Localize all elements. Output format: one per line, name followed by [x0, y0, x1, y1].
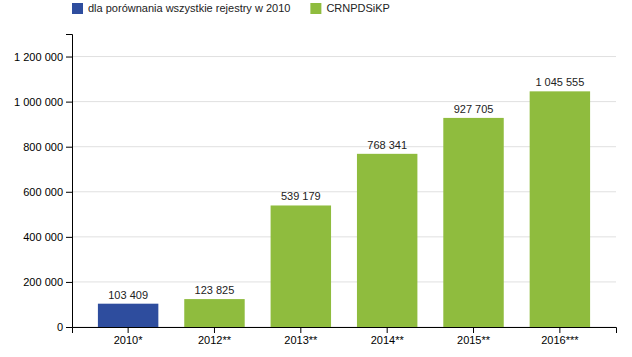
y-tick-label: 0 — [57, 321, 63, 333]
x-tick-mark — [300, 327, 301, 333]
legend-item: dla porównania wszystkie rejestry w 2010 — [72, 2, 290, 14]
y-tick: 1 000 000 — [14, 96, 72, 108]
x-tick-mark — [473, 327, 474, 333]
y-tick-label: 600 000 — [23, 186, 63, 198]
bar — [184, 299, 244, 327]
grid — [72, 57, 616, 327]
y-tick: 400 000 — [23, 231, 72, 243]
x-tick-label: 2015** — [457, 334, 491, 346]
x-tick-mark — [214, 327, 215, 333]
bar — [443, 118, 503, 327]
y-tick-mark — [66, 102, 72, 103]
x-tick-mark — [559, 327, 560, 333]
data-labels: 103 409 123 825 539 179 768 341 927 705 1 045… — [108, 76, 584, 300]
x-tick-mark — [128, 327, 129, 333]
x-axis: 2010* 2012** 2013** 2014** 2015** 2016*** — [73, 327, 617, 346]
x-tick: 2014** — [371, 327, 405, 346]
data-label: 103 409 — [108, 289, 148, 301]
y-tick-mark — [66, 282, 72, 283]
x-tick: 2013** — [284, 327, 318, 346]
y-tick-mark — [66, 327, 72, 328]
legend-swatch — [72, 3, 83, 14]
data-label: 927 705 — [454, 103, 494, 115]
legend-item: CRNPDSiKP — [310, 2, 390, 14]
bar — [271, 205, 331, 327]
x-tick: 2016*** — [541, 327, 579, 346]
bar — [530, 91, 590, 327]
x-tick-label: 2016*** — [541, 334, 579, 346]
legend-label: dla porównania wszystkie rejestry w 2010 — [88, 2, 290, 14]
y-tick-label: 1 200 000 — [14, 51, 63, 63]
legend: dla porównania wszystkie rejestry w 2010… — [72, 2, 390, 14]
data-label: 1 045 555 — [535, 76, 584, 88]
y-tick: 600 000 — [23, 186, 72, 198]
bar — [98, 304, 158, 327]
y-tick-label: 200 000 — [23, 276, 63, 288]
y-tick-mark — [66, 192, 72, 193]
plot: 0 200 000 400 000 600 000 800 000 1 000 000 1 … — [14, 35, 616, 346]
y-tick: 0 — [57, 321, 72, 333]
y-axis-line — [66, 35, 73, 328]
x-tick-label: 2014** — [371, 334, 405, 346]
bars — [98, 91, 590, 327]
grid-line — [72, 56, 616, 57]
y-tick-label: 400 000 — [23, 231, 63, 243]
data-label: 123 825 — [195, 284, 235, 296]
chart: 0 200 000 400 000 600 000 800 000 1 000 000 1 … — [0, 0, 632, 357]
y-tick-label: 1 000 000 — [14, 96, 63, 108]
x-tick: 2012** — [198, 327, 232, 346]
legend-label: CRNPDSiKP — [326, 2, 390, 14]
data-label: 768 341 — [367, 139, 407, 151]
x-tick-mark — [387, 327, 388, 333]
x-axis-line — [73, 328, 617, 334]
y-tick-mark — [66, 57, 72, 58]
data-label: 539 179 — [281, 190, 321, 202]
y-tick: 200 000 — [23, 276, 72, 288]
y-tick-label: 800 000 — [23, 141, 63, 153]
y-tick: 800 000 — [23, 141, 72, 153]
x-tick: 2015** — [457, 327, 491, 346]
x-tick-label: 2013** — [284, 334, 318, 346]
x-tick-label: 2012** — [198, 334, 232, 346]
y-tick-mark — [66, 147, 72, 148]
bar — [357, 154, 417, 327]
y-tick-mark — [66, 237, 72, 238]
y-axis: 0 200 000 400 000 600 000 800 000 1 000 000 1 … — [14, 35, 72, 334]
x-tick: 2010* — [114, 327, 143, 346]
x-tick-label: 2010* — [114, 334, 143, 346]
legend-swatch — [310, 3, 321, 14]
y-tick: 1 200 000 — [14, 51, 72, 63]
